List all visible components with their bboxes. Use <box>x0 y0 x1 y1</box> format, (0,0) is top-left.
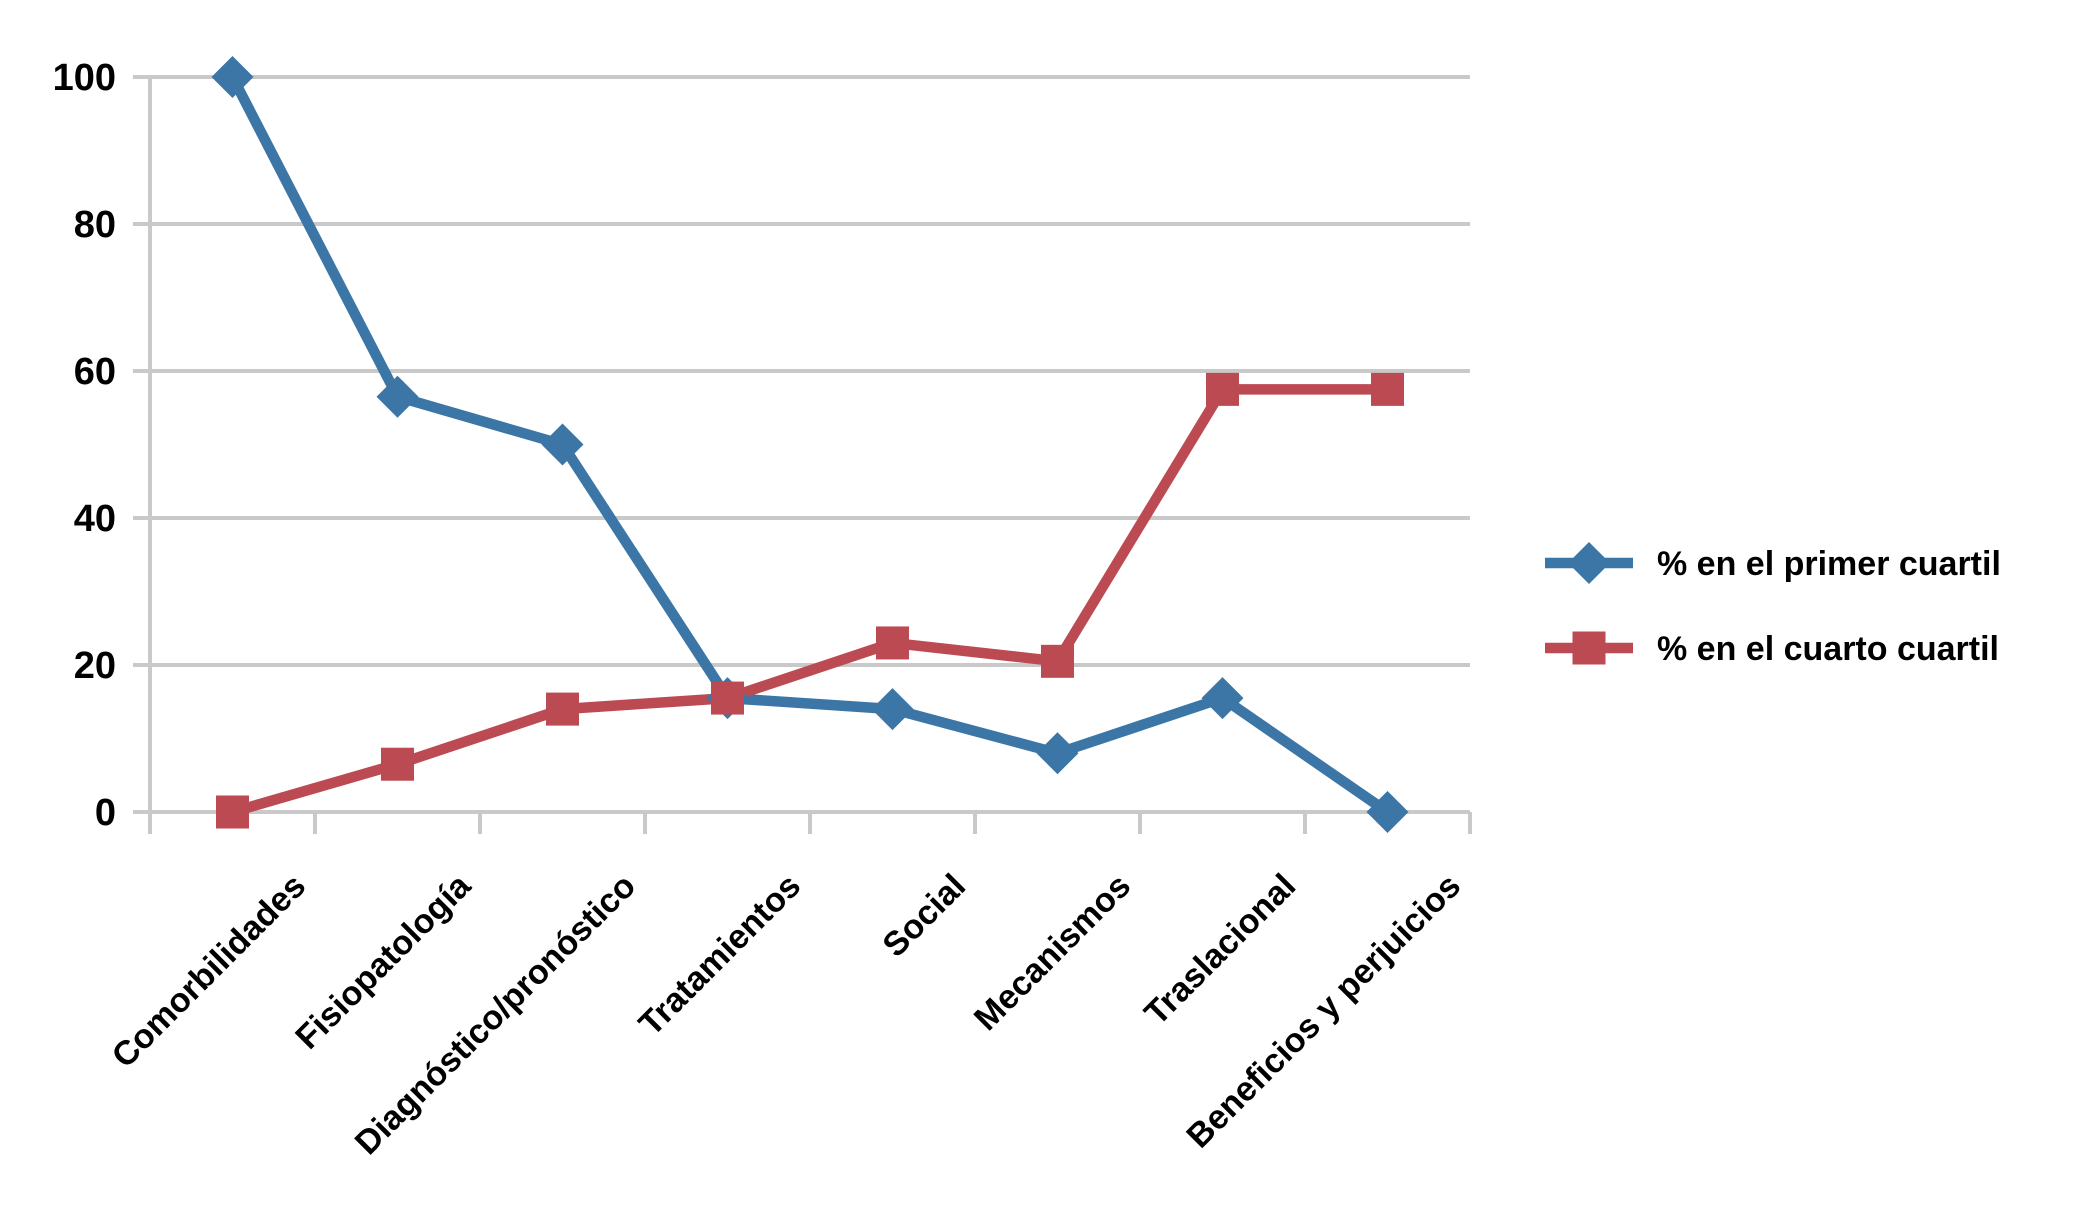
x-category-label: Tratamientos <box>632 867 809 1044</box>
square-marker <box>216 795 249 829</box>
diamond-marker <box>211 56 254 98</box>
x-category-label: Traslacional <box>1137 867 1303 1033</box>
series-lines <box>227 74 1391 818</box>
diamond-marker <box>1201 677 1244 720</box>
axes <box>133 75 1472 834</box>
y-axis-tick-label: 100 <box>53 57 116 99</box>
x-axis-labels: ComorbilidadesFisiopatologíaDiagnóstico/… <box>105 866 1469 1162</box>
series-line-primer-cuartil <box>227 74 1391 817</box>
diamond-marker <box>871 688 914 731</box>
diamond-marker <box>1366 791 1409 833</box>
diamond-marker <box>376 375 419 418</box>
square-marker <box>381 747 414 781</box>
series-markers <box>211 56 1409 833</box>
y-axis-labels: 0 20 40 60 80 100 <box>53 57 116 834</box>
legend-label: % en el primer cuartil <box>1657 545 2001 583</box>
diamond-marker <box>541 423 584 466</box>
legend-item: % en el primer cuartil <box>1545 542 2001 584</box>
square-marker <box>1371 372 1404 406</box>
legend-item: % en el cuarto cuartil <box>1545 630 1999 668</box>
square-marker <box>546 692 579 726</box>
x-category-label: Fisiopatología <box>288 866 479 1057</box>
y-axis-tick-label: 60 <box>74 351 116 393</box>
diamond-marker <box>1036 732 1079 775</box>
square-marker <box>1206 372 1239 406</box>
y-axis-tick-label: 80 <box>74 204 116 246</box>
legend: % en el primer cuartil % en el cuarto cua… <box>1545 542 2001 668</box>
x-category-label: Beneficios y perjuicios <box>1179 867 1468 1156</box>
diamond-marker <box>1568 542 1610 584</box>
x-category-label: Social <box>875 867 973 965</box>
y-axis-tick-label: 40 <box>74 498 116 540</box>
square-marker <box>876 626 909 660</box>
y-axis-tick-label: 20 <box>74 645 116 687</box>
y-axis-tick-label: 0 <box>95 792 116 834</box>
gridlines <box>150 75 1470 814</box>
square-marker <box>1041 644 1074 678</box>
x-category-label: Comorbilidades <box>105 867 314 1076</box>
x-category-label: Mecanismos <box>967 867 1138 1038</box>
series-line-cuarto-cuartil <box>231 384 1388 818</box>
legend-label: % en el cuarto cuartil <box>1657 630 1999 668</box>
x-category-label: Diagnóstico/pronóstico <box>348 867 643 1162</box>
square-marker <box>1572 631 1606 665</box>
square-marker <box>711 681 744 715</box>
